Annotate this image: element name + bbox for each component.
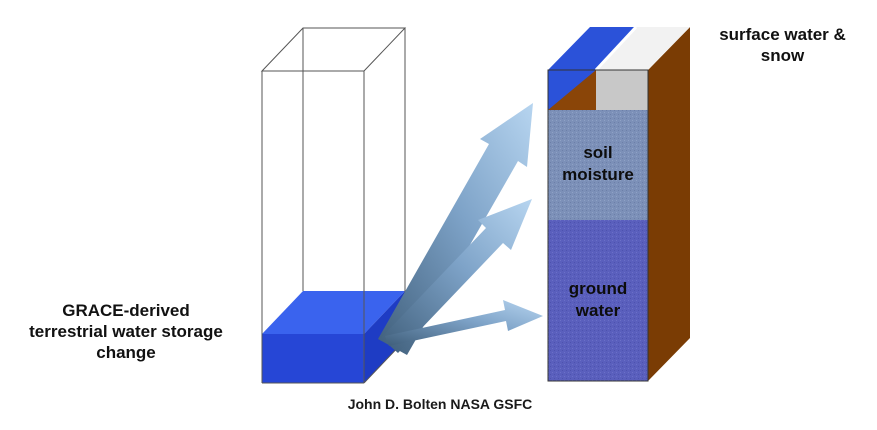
ground-label-line-1: ground	[548, 278, 648, 300]
surface-water-label: surface water & snow	[690, 24, 875, 66]
grace-label-line-1: GRACE-derived	[6, 300, 246, 321]
soil-label-line-1: soil	[548, 142, 648, 164]
ground-water-label: ground water	[548, 278, 648, 322]
grace-label-line-2: terrestrial water storage	[6, 321, 246, 342]
grace-label-line-3: change	[6, 342, 246, 363]
soil-label-line-2: moisture	[548, 164, 648, 186]
components-column	[548, 27, 690, 381]
grace-label: GRACE-derived terrestrial water storage …	[6, 300, 246, 363]
snow-front	[596, 70, 648, 110]
soil-moisture-label: soil moisture	[548, 142, 648, 186]
surface-label-line-1: surface water &	[690, 24, 875, 45]
ground-label-line-2: water	[548, 300, 648, 322]
earth-side	[648, 27, 690, 381]
surface-label-line-2: snow	[690, 45, 875, 66]
grace-water-front	[262, 334, 364, 383]
credit-line: John D. Bolten NASA GSFC	[280, 396, 600, 412]
component-arrows	[378, 103, 543, 355]
